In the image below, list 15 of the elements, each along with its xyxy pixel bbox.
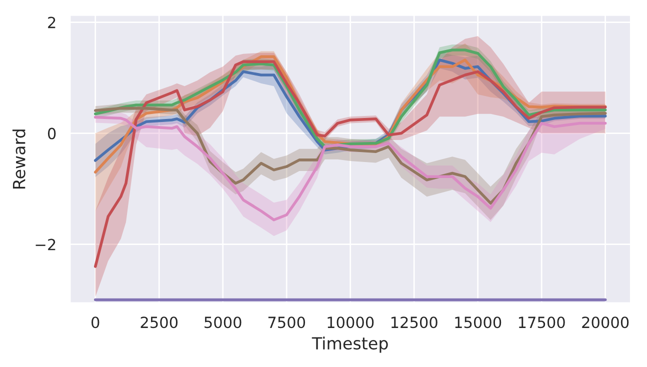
x-tick-label: 15000 bbox=[455, 316, 502, 328]
x-tick-label: 7500 bbox=[268, 316, 306, 328]
x-axis-title: Timestep bbox=[312, 336, 388, 353]
y-tick-label: 2 bbox=[48, 16, 56, 28]
x-tick-label: 0 bbox=[92, 316, 100, 328]
x-tick-label: 2500 bbox=[140, 316, 178, 328]
x-tick-label: 20000 bbox=[582, 316, 629, 328]
x-tick-label: 10000 bbox=[328, 316, 374, 328]
x-tick-label: 12500 bbox=[391, 316, 438, 328]
line-series bbox=[94, 60, 607, 268]
y-axis-title: Reward bbox=[12, 130, 26, 188]
x-tick-label: 17500 bbox=[518, 316, 565, 328]
y-tick-label: 0 bbox=[48, 128, 56, 140]
y-tick-label: −2 bbox=[36, 238, 56, 250]
x-tick-label: 5000 bbox=[204, 316, 242, 328]
